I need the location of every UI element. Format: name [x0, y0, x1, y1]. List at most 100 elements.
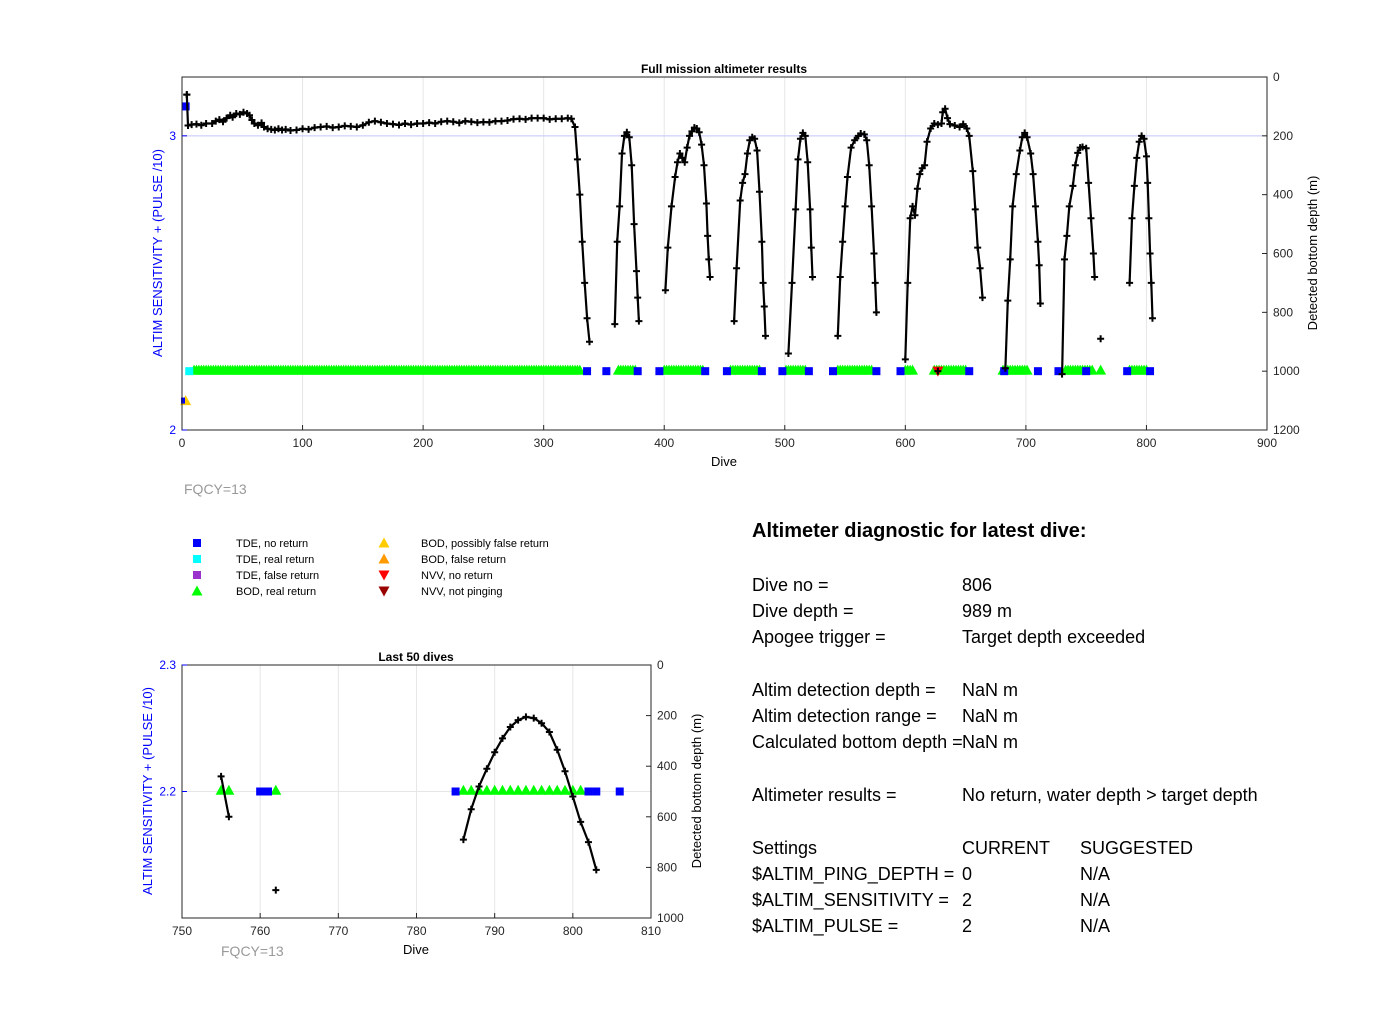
bottom-depth-point [212, 117, 220, 125]
tde-no-return-marker [602, 367, 611, 376]
bottom-depth-point [383, 119, 391, 127]
y2-tick-label: 400 [1273, 188, 1293, 202]
bottom-depth-point [904, 279, 912, 287]
x-tick-label: 800 [1136, 436, 1156, 450]
setting-pulse-label: $ALTIM_PULSE = [752, 916, 899, 936]
bottom-depth-point [506, 723, 514, 731]
bottom-depth-point [1147, 279, 1155, 287]
setting-ping-depth-label: $ALTIM_PING_DEPTH = [752, 864, 955, 884]
bottom-depth-point [401, 119, 409, 127]
bod-real-return-marker [481, 784, 493, 795]
bod-real-return-marker [496, 784, 508, 795]
bottom-depth-point [335, 123, 343, 131]
bottom-depth-point [976, 264, 984, 272]
legend-marker [193, 571, 201, 579]
y-tick-label: 2 [169, 423, 176, 437]
bottom-depth-point [538, 719, 546, 727]
bottom-depth-point [377, 118, 385, 126]
tde-no-return-marker [804, 367, 813, 376]
small-fqcy-annotation: FQCY=13 [221, 943, 284, 959]
bottom-depth-point [1140, 135, 1148, 143]
legend-marker [193, 555, 201, 563]
bod-real-return-marker [551, 784, 563, 795]
bottom-depth-point [611, 320, 619, 328]
x-tick-label: 770 [328, 924, 348, 938]
bottom-depth-point [389, 120, 397, 128]
bottom-depth-point [978, 294, 986, 302]
legend-label: TDE, false return [236, 570, 319, 582]
bottom-depth-point [934, 121, 942, 129]
bottom-depth-point [522, 713, 530, 721]
legend-label: BOD, false return [421, 554, 506, 566]
tde-no-return-marker [757, 367, 766, 376]
diag-label: Dive depth = [752, 601, 854, 621]
bottom-depth-point [959, 120, 967, 128]
bottom-depth-point [704, 232, 712, 240]
bottom-depth-point [863, 136, 871, 144]
left-axis-marker [181, 397, 185, 404]
bottom-depth-point [1060, 255, 1068, 263]
y2-tick-label: 1000 [657, 911, 684, 925]
bottom-depth-point [613, 238, 621, 246]
bottom-depth-point [419, 119, 427, 127]
bottom-depth-point [860, 130, 868, 138]
small-chart-title: Last 50 dives [378, 650, 454, 664]
bottom-depth-point [969, 167, 977, 175]
legend-label: TDE, real return [236, 554, 314, 566]
legend-marker [193, 539, 201, 547]
bottom-depth-point [246, 111, 254, 119]
bottom-depth-point [459, 836, 467, 844]
bottom-depth-point [930, 119, 938, 127]
bottom-depth-point [673, 158, 681, 166]
bottom-depth-point [323, 122, 331, 130]
diag-value-detection-depth: NaN m [962, 680, 1019, 700]
bottom-depth-point [730, 317, 738, 325]
bottom-depth-line [220, 776, 230, 818]
bottom-depth-point [806, 205, 814, 213]
y2-tick-label: 1200 [1273, 423, 1300, 437]
bottom-depth-point [573, 155, 581, 163]
bottom-depth-point [901, 355, 909, 363]
bod-real-return-marker [465, 784, 477, 795]
bottom-depth-point [229, 113, 237, 121]
diag-label: Altim detection depth = [752, 680, 936, 700]
bottom-depth-point [553, 746, 561, 754]
bottom-depth-point [449, 118, 457, 126]
bottom-depth-point [202, 119, 210, 127]
bottom-depth-point [473, 119, 481, 127]
bottom-depth-line [1061, 145, 1096, 375]
bod-real-return-marker [536, 784, 548, 795]
tde-no-return-marker [592, 787, 601, 796]
bottom-depth-point [628, 161, 636, 169]
y2-tick-label: 200 [1273, 129, 1293, 143]
bottom-depth-point [1063, 232, 1071, 240]
bod-real-return-marker [574, 364, 586, 375]
bottom-depth-point [1145, 214, 1153, 222]
bottom-depth-point [578, 238, 586, 246]
y-tick-label: 3 [169, 129, 176, 143]
y2-tick-label: 800 [1273, 305, 1293, 319]
bottom-depth-line [1004, 131, 1042, 369]
bottom-depth-point [497, 117, 505, 125]
bottom-depth-point [371, 117, 379, 125]
bottom-depth-point [872, 308, 880, 316]
bottom-depth-point [577, 818, 585, 826]
diag-row-altimeter-results: Altimeter results = [752, 785, 897, 806]
bottom-depth-point [784, 350, 792, 358]
bottom-depth-point [616, 202, 624, 210]
bottom-depth-point [1082, 144, 1090, 152]
bottom-depth-point [751, 135, 759, 143]
bottom-depth-point [804, 158, 812, 166]
small-data [215, 713, 624, 894]
bottom-depth-point [491, 748, 499, 756]
bottom-depth-point [217, 772, 225, 780]
bod-real-return-marker [223, 784, 235, 795]
bottom-depth-point [567, 115, 575, 123]
diag-row-apogee-trigger: Apogee trigger = [752, 627, 886, 648]
bottom-depth-point [634, 294, 642, 302]
bottom-depth-point [921, 161, 929, 169]
bottom-depth-point [944, 114, 952, 122]
tde-no-return-marker [615, 787, 624, 796]
bottom-depth-point [1006, 255, 1014, 263]
bottom-depth-line [787, 131, 814, 354]
